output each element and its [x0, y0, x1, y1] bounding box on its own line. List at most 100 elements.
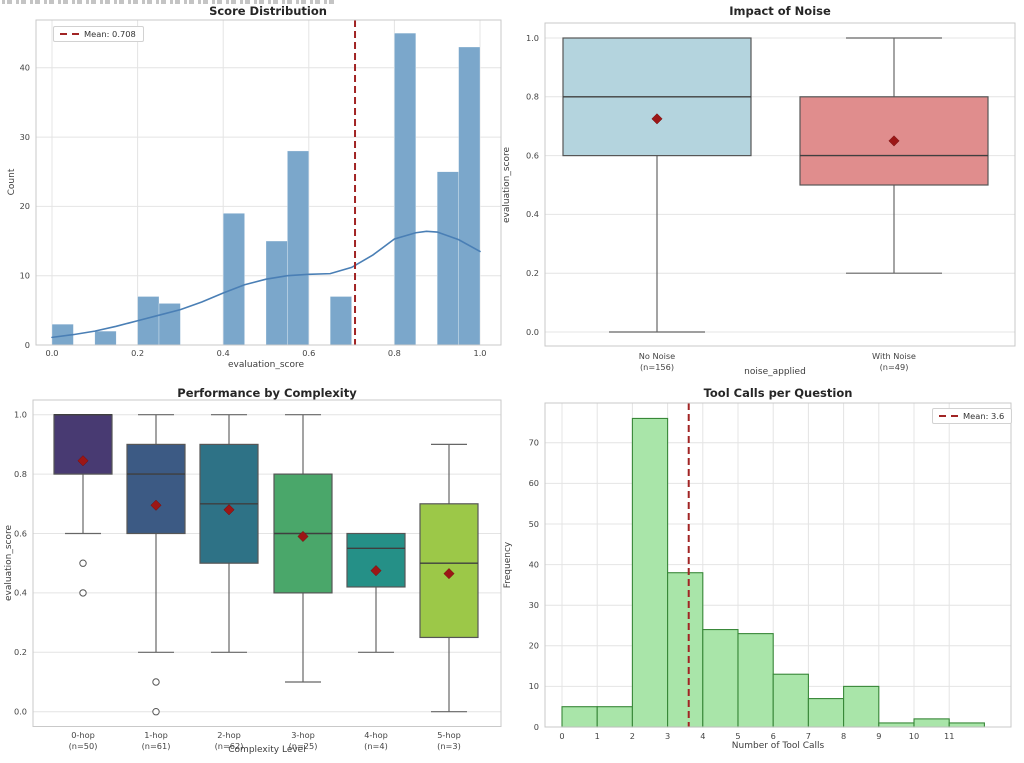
- x-tick-label: 0.0: [45, 348, 58, 358]
- outlier-point: [152, 678, 160, 686]
- outlier-point: [79, 559, 87, 567]
- y-tick-label: 0.4: [526, 209, 539, 219]
- y-tick-label: 10: [529, 681, 539, 691]
- histogram-bar: [222, 213, 245, 346]
- y-tick-label: 0.4: [14, 588, 27, 598]
- histogram-bar: [94, 330, 117, 346]
- x-tick-label: 0.4: [217, 348, 230, 358]
- chart-title-tool-calls: Tool Calls per Question: [703, 386, 853, 400]
- x-axis-label-evaluation-score: evaluation_score: [227, 360, 305, 370]
- histogram-bar: [51, 323, 74, 346]
- x-tick-label: 0.8: [388, 348, 401, 358]
- box: [273, 473, 333, 594]
- histogram-bar: [158, 303, 181, 346]
- histogram-bar: [265, 240, 288, 346]
- y-tick-label: 50: [529, 519, 539, 529]
- y-tick-label: 30: [20, 132, 30, 142]
- x-tick-label: 9: [876, 731, 881, 741]
- box: [126, 443, 186, 535]
- y-tick-label: 0.8: [14, 469, 27, 479]
- histogram-bar: [287, 150, 310, 346]
- x-tick-label: 0.2: [131, 348, 144, 358]
- y-tick-label: 40: [20, 63, 30, 73]
- x-axis-label-number-of-tool-calls: Number of Tool Calls: [731, 741, 825, 751]
- mean-diamond-marker: [77, 455, 89, 467]
- box: [419, 503, 479, 639]
- x-tick-label: 3: [665, 731, 670, 741]
- plot-border: [32, 399, 502, 727]
- plot-border: [544, 402, 1012, 728]
- histogram-bar: [631, 417, 669, 728]
- mean-diamond-marker: [651, 113, 663, 125]
- mean-diamond-marker: [297, 530, 309, 543]
- y-tick-label: 0.6: [526, 150, 539, 160]
- mean-dashed-line-icon: [60, 33, 79, 35]
- y-tick-label: 0.0: [14, 707, 27, 717]
- histogram-bar: [458, 46, 481, 346]
- plot-border: [544, 22, 1016, 347]
- y-tick-label: 0.8: [526, 92, 539, 102]
- y-tick-label: 30: [529, 600, 539, 610]
- histogram-bar: [807, 698, 845, 728]
- outlier-point: [79, 589, 87, 597]
- y-tick-label: 0.2: [526, 268, 539, 278]
- mean-diamond-marker: [150, 499, 162, 511]
- y-tick-label: 20: [529, 641, 539, 651]
- x-tick-label: 11: [944, 731, 954, 741]
- y-tick-label: 1.0: [14, 410, 27, 420]
- y-tick-label: 0.0: [526, 327, 539, 337]
- category-tick-label: 4-hop: [364, 730, 388, 740]
- legend-label: Mean: 3.6: [963, 411, 1005, 421]
- category-count-label: (n=3): [437, 741, 461, 751]
- y-tick-label: 40: [529, 559, 539, 569]
- x-axis-label-complexity-level: Complexity Level: [228, 745, 306, 755]
- histogram-bar: [561, 706, 598, 728]
- mean-diamond-marker: [888, 135, 900, 147]
- x-axis-label-noise-applied: noise_applied: [744, 367, 806, 377]
- histogram-bar: [667, 572, 704, 728]
- category-tick-label: No Noise: [639, 351, 675, 361]
- histogram-bar: [843, 685, 880, 728]
- y-axis-label-evaluation-score-top: evaluation_score: [502, 146, 512, 224]
- clipped-text-fragment: [2, 0, 338, 4]
- box: [562, 37, 752, 157]
- plot-border: [35, 19, 502, 346]
- box: [346, 532, 406, 588]
- category-tick-label: 5-hop: [437, 730, 461, 740]
- category-count-label: (n=50): [69, 741, 98, 751]
- x-tick-label: 0.6: [302, 348, 315, 358]
- histogram-bar: [596, 706, 633, 728]
- y-tick-label: 0.2: [14, 647, 27, 657]
- mean-diamond-marker: [223, 504, 235, 516]
- histogram-bar: [436, 171, 459, 346]
- legend-mean-score: Mean: 0.708: [53, 26, 144, 42]
- y-tick-label: 60: [529, 478, 539, 488]
- histogram-bar: [394, 32, 417, 346]
- chart-title-performance-by-complexity: Performance by Complexity: [177, 386, 357, 400]
- mean-dashed-line-icon: [939, 415, 958, 417]
- y-tick-label: 0: [25, 340, 30, 350]
- histogram-bar: [913, 718, 950, 728]
- category-tick-label: With Noise: [872, 351, 916, 361]
- histogram-bar: [737, 633, 774, 728]
- box: [199, 443, 259, 564]
- y-axis-label-frequency: Frequency: [503, 541, 513, 589]
- outlier-point: [152, 708, 160, 716]
- x-tick-label: 2: [630, 731, 635, 741]
- y-tick-label: 0.6: [14, 528, 27, 538]
- chart-title-impact-of-noise: Impact of Noise: [729, 4, 831, 18]
- chart-title-score-distribution: Score Distribution: [209, 4, 327, 18]
- y-tick-label: 70: [529, 438, 539, 448]
- x-tick-label: 1.0: [473, 348, 486, 358]
- x-tick-label: 6: [771, 731, 776, 741]
- y-tick-label: 0: [534, 722, 539, 732]
- y-tick-label: 10: [20, 271, 30, 281]
- x-tick-label: 5: [735, 731, 740, 741]
- x-tick-label: 8: [841, 731, 846, 741]
- category-tick-label: 0-hop: [71, 730, 95, 740]
